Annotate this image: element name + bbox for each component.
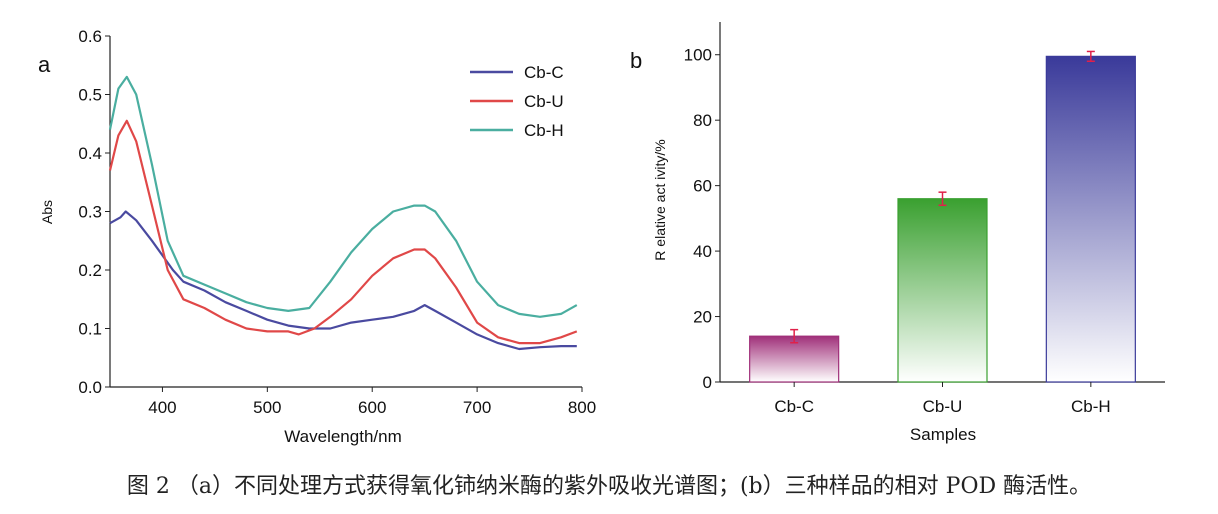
panel-a-series-line-cb-c: [109, 210, 577, 351]
panel-b-x-tick-label: Cb-C: [774, 397, 814, 416]
panel-b-y-tick-label: 100: [684, 46, 712, 65]
panel-a-y-tick-label: 0.4: [78, 144, 102, 163]
panel-a-x-tick-label: 400: [148, 398, 176, 417]
panel-b-y-tick-label: 0: [703, 373, 712, 392]
panel-b-y-tick-label: 20: [693, 308, 712, 327]
panel-a-legend-label: Cb-C: [524, 63, 564, 82]
panel-b-bar-cb-h: [1045, 55, 1136, 383]
panel-a-x-tick-label: 800: [568, 398, 596, 417]
panel-a-y-tick-label: 0.6: [78, 27, 102, 46]
panel-a-x-tick-label: 700: [463, 398, 491, 417]
panel-a-y-tick-label: 0.2: [78, 261, 102, 280]
panel-b-y-axis-label: R elative act ivity/%: [652, 139, 668, 260]
panel-a-y-tick-label: 0.5: [78, 86, 102, 105]
panel-a-legend: Cb-C Cb-U Cb-H: [470, 63, 564, 140]
panel-b-x-axis-label: Samples: [910, 425, 976, 444]
panel-b-bar-chart: b 0 20 40 60 80 100 Cb-C Cb-U Cb-H Samples R ela…: [630, 22, 1165, 444]
panel-a-y-tick-label: 0.1: [78, 320, 102, 339]
figure-caption: 图 2 （a）不同处理方式获得氧化铈纳米酶的紫外吸收光谱图；(b）三种样品的相对…: [126, 474, 1092, 499]
panel-a-x-tick-label: 500: [253, 398, 281, 417]
panel-a-legend-label: Cb-U: [524, 92, 564, 111]
panel-b-y-tick-label: 80: [693, 111, 712, 130]
panel-a-legend-label: Cb-H: [524, 121, 564, 140]
panel-a-y-axis-label: Abs: [39, 200, 55, 224]
panel-b-x-tick-label: Cb-H: [1071, 397, 1111, 416]
panel-a-x-axis-label: Wavelength/nm: [284, 427, 401, 446]
panel-b-bar-cb-u: [897, 198, 988, 383]
panel-a-series-line-cb-h: [108, 75, 578, 318]
panel-a-label: a: [38, 52, 51, 77]
panel-a-y-tick-label: 0.0: [78, 378, 102, 397]
panel-b-y-tick-label: 60: [693, 177, 712, 196]
panel-a-line-chart: a 0.0 0.1 0.2 0.3 0.4 0.5 0.6 400 500 600 700 800 C…: [38, 27, 596, 446]
panel-a-x-tick-label: 600: [358, 398, 386, 417]
panel-a-y-tick-label: 0.3: [78, 203, 102, 222]
panel-a-series-line-cb-u: [108, 119, 578, 345]
panel-b-y-tick-label: 40: [693, 242, 712, 261]
panel-b-x-tick-label: Cb-U: [923, 397, 963, 416]
panel-b-label: b: [630, 48, 642, 73]
